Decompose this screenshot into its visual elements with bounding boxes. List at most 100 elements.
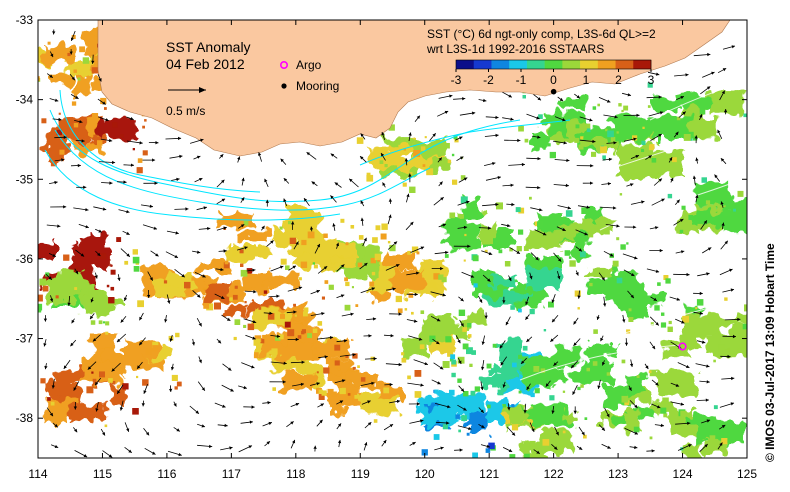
velocity-arrow — [303, 197, 310, 207]
anomaly-pixel — [279, 226, 283, 230]
velocity-arrow — [409, 441, 416, 446]
velocity-arrow — [554, 116, 566, 122]
velocity-arrow — [73, 207, 89, 212]
velocity-arrow — [674, 73, 689, 77]
velocity-arrow — [552, 140, 567, 145]
velocity-arrow — [702, 71, 715, 78]
velocity-arrow — [579, 116, 593, 122]
anomaly-pixel — [429, 335, 436, 342]
anomaly-patch — [90, 290, 107, 317]
velocity-arrow — [406, 271, 420, 276]
velocity-arrow — [97, 98, 106, 105]
velocity-arrow — [262, 421, 273, 427]
anomaly-pixel — [94, 362, 99, 367]
velocity-arrow — [551, 405, 555, 414]
anomaly-pixel — [529, 440, 536, 447]
velocity-arrow — [622, 253, 638, 260]
velocity-arrow — [406, 292, 418, 297]
velocity-arrow — [270, 361, 287, 365]
anomaly-patch — [723, 212, 747, 233]
anomaly-pixel — [79, 46, 85, 53]
velocity-arrow — [623, 113, 640, 117]
anomaly-pixel — [529, 309, 535, 315]
velocity-arrow — [720, 157, 727, 165]
anomaly-pixel — [374, 253, 382, 261]
anomaly-pixel — [347, 393, 351, 396]
anomaly-pixel — [449, 212, 456, 219]
anomaly-pixel — [460, 175, 466, 180]
cyan-streamline — [359, 119, 571, 166]
anomaly-pixel — [132, 148, 135, 151]
anomaly-pixel — [578, 144, 584, 150]
velocity-arrow — [70, 339, 77, 347]
anomaly-pixel — [574, 290, 581, 297]
velocity-arrow — [198, 227, 211, 231]
velocity-arrow — [52, 29, 56, 35]
anomaly-pixel — [275, 335, 281, 341]
velocity-arrow — [383, 334, 394, 338]
product-description-line2: wrt L3S-1d 1992-2016 SSTAARS — [426, 42, 604, 56]
anomaly-pixel — [174, 386, 178, 390]
anomaly-pixel — [498, 249, 503, 254]
velocity-arrow — [502, 296, 506, 304]
velocity-arrow — [362, 237, 367, 247]
velocity-arrow — [193, 155, 201, 160]
anomaly-pixel — [624, 400, 630, 406]
velocity-arrow — [570, 360, 579, 369]
anomaly-patch — [530, 133, 549, 151]
anomaly-patch — [226, 305, 248, 316]
anomaly-pixel — [529, 196, 532, 200]
anomaly-pixel — [433, 434, 440, 440]
anomaly-patch — [380, 136, 412, 146]
anomaly-pixel — [426, 168, 434, 176]
anomaly-pixel — [612, 260, 619, 267]
anomaly-patch — [312, 340, 352, 358]
anomaly-pixel — [592, 106, 597, 110]
anomaly-pixel — [67, 52, 71, 57]
velocity-arrow — [675, 421, 691, 425]
velocity-arrow — [603, 296, 607, 307]
anomaly-patch — [329, 256, 353, 265]
velocity-arrow — [136, 361, 143, 370]
anomaly-pixel — [398, 144, 402, 148]
velocity-arrow — [258, 152, 262, 162]
anomaly-pixel — [737, 190, 744, 197]
velocity-arrow — [270, 334, 281, 338]
velocity-arrow — [74, 450, 88, 458]
anomaly-pixel — [518, 229, 524, 235]
velocity-arrow — [95, 228, 103, 233]
anomaly-pixel — [626, 242, 629, 245]
velocity-arrow — [360, 133, 366, 140]
anomaly-pixel — [331, 391, 337, 398]
anomaly-pixel — [502, 404, 506, 408]
velocity-arrow — [336, 339, 348, 343]
anomaly-patch — [558, 99, 588, 108]
x-tick-label: 119 — [351, 467, 370, 481]
colorbar-tick-label: 1 — [583, 73, 590, 87]
anomaly-pixel — [280, 313, 285, 319]
anomaly-patch — [543, 430, 573, 452]
velocity-arrow — [453, 244, 471, 248]
anomaly-patch — [480, 376, 509, 389]
cyan-streamline — [54, 129, 431, 211]
velocity-arrow — [575, 229, 588, 236]
anomaly-pixel — [547, 143, 551, 147]
anomaly-pixel — [542, 439, 550, 446]
anomaly-patch — [651, 400, 678, 414]
anomaly-pixel — [408, 293, 414, 298]
anomaly-pixel — [597, 103, 600, 107]
velocity-arrow — [241, 362, 255, 369]
velocity-arrow — [406, 193, 410, 203]
anomaly-pixel — [463, 391, 469, 397]
anomaly-pixel — [451, 359, 457, 365]
velocity-arrow — [501, 223, 511, 228]
velocity-arrow — [597, 379, 601, 389]
anomaly-pixel — [540, 368, 546, 373]
velocity-arrow — [673, 218, 684, 226]
anomaly-pixel — [647, 82, 653, 88]
anomaly-pixel — [287, 226, 294, 232]
anomaly-pixel — [229, 297, 233, 301]
anomaly-pixel — [80, 371, 85, 376]
anomaly-pixel — [356, 137, 364, 144]
anomaly-pixel — [142, 379, 149, 386]
